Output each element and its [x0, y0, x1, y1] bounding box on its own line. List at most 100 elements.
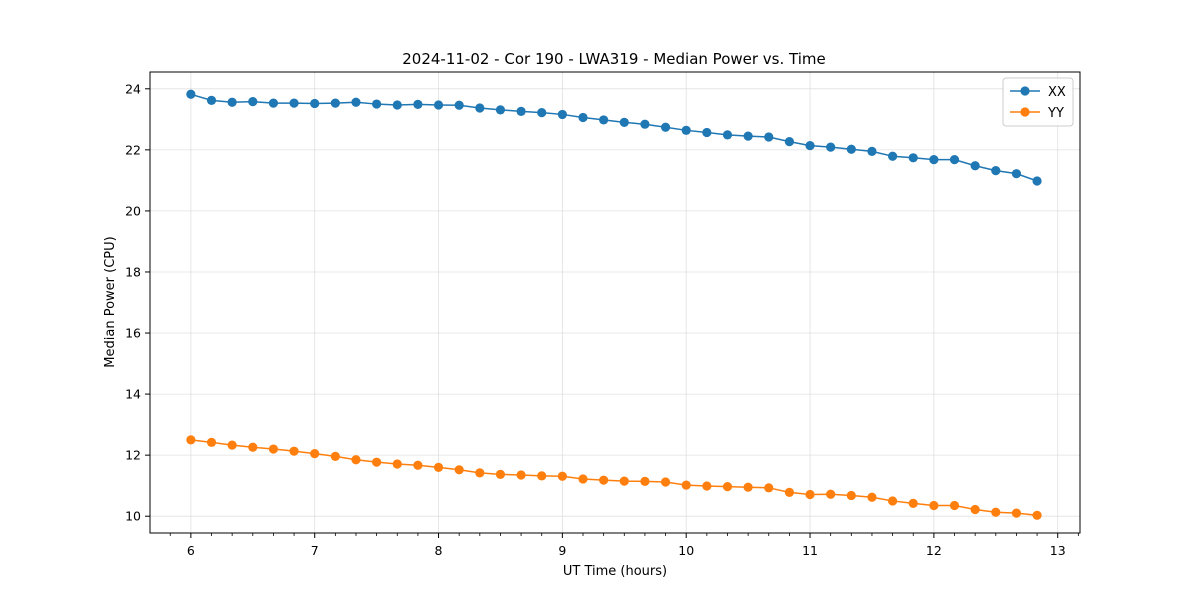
data-point-xx: [578, 112, 588, 123]
y-axis-label: Median Power (CPU): [103, 236, 118, 367]
data-point-xx: [784, 137, 794, 147]
data-point-yy: [640, 476, 650, 487]
data-point-yy: [681, 480, 691, 490]
data-point-yy: [991, 507, 1001, 517]
data-point-xx: [289, 98, 299, 108]
data-point-yy: [454, 465, 464, 475]
data-point-xx: [557, 109, 567, 120]
data-point-yy: [495, 469, 506, 479]
y-tick-label: 22: [125, 142, 141, 157]
data-point-xx: [805, 140, 815, 151]
data-point-xx: [1011, 169, 1022, 179]
y-tick-label: 14: [125, 387, 141, 402]
data-point-xx: [640, 119, 650, 129]
data-point-yy: [888, 496, 898, 506]
chart-title: 2024-11-02 - Cor 190 - LWA319 - Median P…: [402, 50, 826, 68]
data-point-yy: [1011, 508, 1022, 518]
x-tick-label: 6: [187, 543, 195, 558]
data-point-yy: [619, 476, 629, 486]
x-tick-label: 8: [435, 543, 443, 558]
data-point-yy: [433, 462, 444, 472]
data-point-yy: [227, 440, 237, 450]
data-point-xx: [413, 99, 423, 109]
y-tick-label: 16: [125, 326, 141, 341]
y-tick-label: 10: [125, 509, 141, 524]
data-point-xx: [495, 105, 506, 115]
data-point-xx: [949, 155, 960, 165]
data-point-yy: [743, 482, 753, 492]
data-point-yy: [310, 449, 320, 459]
x-tick-label: 10: [678, 543, 694, 558]
data-point-xx: [929, 155, 939, 165]
data-point-yy: [1032, 510, 1042, 520]
data-point-xx: [351, 97, 361, 107]
data-point-xx: [206, 95, 217, 105]
data-point-yy: [702, 481, 712, 491]
data-point-yy: [537, 471, 547, 481]
data-point-xx: [248, 97, 258, 107]
data-point-xx: [660, 122, 671, 132]
data-point-yy: [867, 492, 877, 502]
data-point-xx: [867, 146, 877, 156]
data-point-xx: [186, 89, 196, 99]
data-point-xx: [743, 131, 753, 141]
data-point-xx: [372, 99, 382, 109]
data-point-xx: [970, 161, 980, 171]
data-point-yy: [557, 471, 567, 481]
data-point-yy: [186, 435, 196, 445]
series-layer: [186, 89, 1042, 520]
data-point-yy: [578, 474, 588, 484]
data-point-yy: [268, 444, 279, 454]
data-point-yy: [372, 457, 382, 467]
data-point-xx: [227, 97, 237, 107]
data-point-xx: [702, 127, 712, 138]
y-tick-label: 24: [125, 81, 141, 96]
legend-box: [1002, 77, 1074, 127]
plot-frame: [149, 71, 1081, 534]
x-tick-label: 11: [802, 543, 818, 558]
y-tick-label: 20: [125, 203, 141, 218]
data-point-xx: [392, 100, 402, 110]
data-point-yy: [826, 489, 836, 499]
data-point-yy: [392, 459, 402, 469]
x-tick-label: 12: [926, 543, 942, 558]
x-axis-label: UT Time (hours): [563, 564, 667, 579]
legend-marker-xx: [1020, 86, 1030, 96]
data-point-yy: [908, 498, 918, 508]
data-point-yy: [351, 455, 361, 465]
y-tick-label: 12: [125, 448, 141, 463]
data-point-xx: [475, 103, 485, 113]
data-point-yy: [722, 481, 733, 492]
data-point-xx: [722, 130, 733, 140]
data-point-yy: [846, 490, 856, 501]
data-point-xx: [888, 151, 898, 161]
data-point-yy: [330, 451, 340, 461]
legend: XX YY: [1002, 77, 1074, 127]
data-point-yy: [660, 477, 671, 487]
legend-marker-yy: [1020, 107, 1030, 117]
data-point-xx: [516, 106, 526, 116]
data-point-yy: [413, 460, 423, 470]
data-point-xx: [268, 98, 279, 108]
x-tick-label: 13: [1050, 543, 1066, 558]
data-point-yy: [516, 470, 526, 480]
data-point-xx: [1032, 176, 1042, 186]
data-point-xx: [908, 153, 918, 163]
data-point-xx: [537, 108, 547, 118]
data-point-xx: [826, 142, 836, 152]
data-point-xx: [764, 132, 774, 142]
ticks: 6 7 8 9 10 11 12 13 10 12 14 16 18 20 22 24: [125, 81, 1079, 558]
data-point-xx: [310, 98, 320, 109]
y-tick-label: 18: [125, 264, 141, 279]
grid: [150, 72, 1080, 533]
data-point-yy: [970, 504, 980, 515]
data-point-xx: [330, 98, 340, 108]
data-point-yy: [248, 442, 258, 452]
data-point-xx: [681, 125, 691, 135]
legend-label-xx: XX: [1048, 85, 1066, 100]
data-point-yy: [784, 487, 794, 497]
legend-label-yy: YY: [1047, 106, 1064, 121]
data-point-yy: [289, 446, 299, 456]
